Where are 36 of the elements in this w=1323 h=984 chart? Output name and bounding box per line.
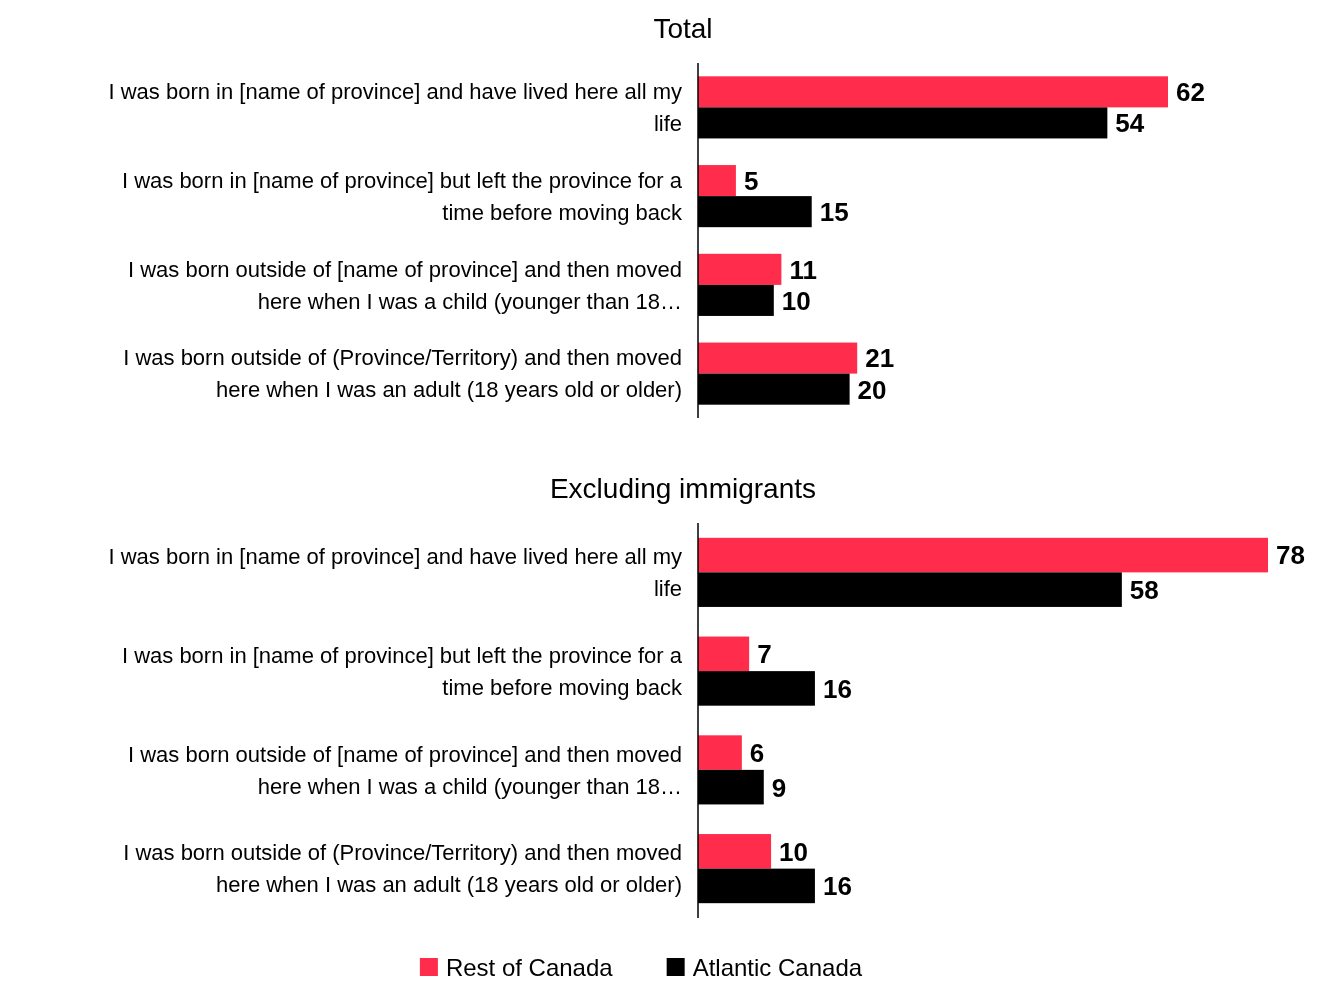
y-tick-label: I was born in [name of province] and have lived here all my life <box>108 544 682 602</box>
bar <box>698 342 858 374</box>
data-label: 5 <box>743 165 759 196</box>
y-tick-label: I was born outside of (Province/Territory) and then moved here when I was an adult (18 years old or older) <box>123 840 682 898</box>
data-label: 7 <box>757 639 772 670</box>
data-label: 10 <box>781 285 811 316</box>
bar <box>698 834 772 869</box>
legend-label: Rest of Canada <box>445 954 614 982</box>
bar <box>698 537 1268 573</box>
data-label: 11 <box>789 254 817 285</box>
data-label: 20 <box>857 374 887 405</box>
y-tick-label: I was born in [name of province] but left the province for a time before moving back <box>121 167 683 225</box>
data-label: 10 <box>779 836 808 867</box>
legend-label: Atlantic Canada <box>692 954 863 982</box>
bar <box>698 253 782 285</box>
data-label: 15 <box>819 197 849 228</box>
data-label: 16 <box>822 871 852 902</box>
y-tick-label: I was born in [name of province] but left the province for a time before moving back <box>121 642 683 700</box>
y-tick-label: I was born outside of [name of province] and then moved here when I was a child (younger than 18… <box>128 741 682 799</box>
data-label: 16 <box>822 673 852 704</box>
bar <box>698 165 736 197</box>
bar <box>698 76 1168 108</box>
chart-title: Excluding immigrants <box>549 473 817 504</box>
data-label: 9 <box>771 772 787 803</box>
chart-title: Total <box>653 13 713 44</box>
data-label: 58 <box>1129 575 1159 606</box>
data-label: 6 <box>749 737 765 768</box>
data-label: 78 <box>1276 540 1305 571</box>
y-tick-label: I was born outside of (Province/Territory) and then moved here when I was an adult (18 years old or older) <box>123 345 682 403</box>
bar <box>698 636 750 672</box>
bar <box>698 735 742 770</box>
data-label: 54 <box>1115 108 1145 139</box>
data-label: 21 <box>865 343 895 374</box>
data-label: 62 <box>1176 77 1205 108</box>
y-tick-label: I was born outside of [name of province] and then moved here when I was a child (younger than 18… <box>128 256 682 314</box>
y-tick-label: I was born in [name of province] and have lived here all my life <box>108 79 682 137</box>
